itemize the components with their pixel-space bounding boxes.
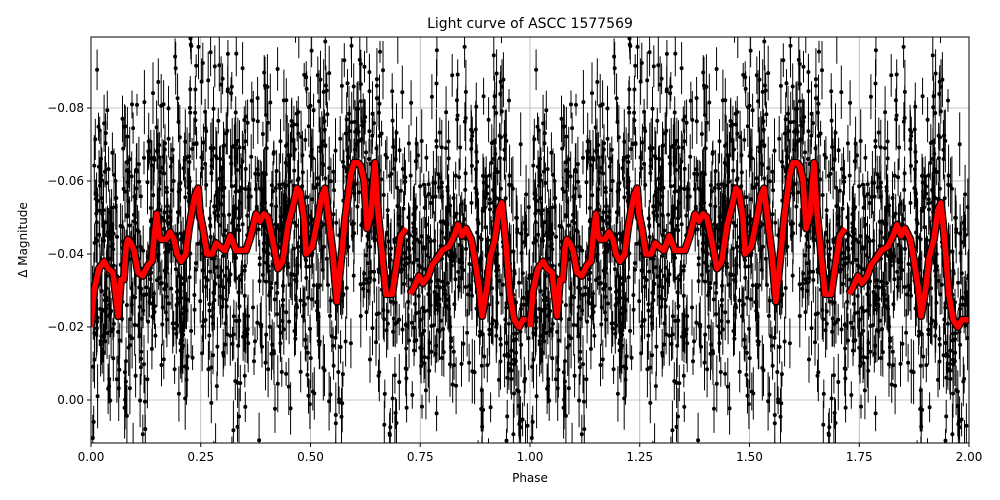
x-tick-label: 0.50 bbox=[297, 450, 324, 464]
binned-curve bbox=[91, 158, 969, 331]
x-axis-label: Phase bbox=[512, 471, 548, 485]
y-axis-ticks: −0.08 −0.06 −0.04 −0.02 0.00 bbox=[47, 101, 91, 407]
y-tick-label: 0.00 bbox=[57, 393, 84, 407]
x-tick-label: 0.00 bbox=[78, 450, 105, 464]
y-tick-label: −0.08 bbox=[47, 101, 84, 115]
chart-title: Light curve of ASCC 1577569 bbox=[427, 16, 633, 32]
x-tick-label: 1.00 bbox=[517, 450, 544, 464]
y-tick-label: −0.02 bbox=[47, 320, 84, 334]
y-tick-label: −0.04 bbox=[47, 247, 84, 261]
y-axis-label: Δ Magnitude bbox=[16, 202, 30, 278]
y-tick-label: −0.06 bbox=[47, 174, 84, 188]
x-axis-ticks: 0.00 0.25 0.50 0.75 1.00 1.25 1.50 1.75 2.00 bbox=[78, 443, 983, 464]
observation-points bbox=[91, 37, 969, 443]
x-tick-label: 1.25 bbox=[626, 450, 653, 464]
plot-area: 0.00 0.25 0.50 0.75 1.00 1.25 1.50 1.75 2.00 −0.… bbox=[47, 36, 983, 464]
x-tick-label: 0.25 bbox=[187, 450, 214, 464]
x-tick-label: 1.50 bbox=[736, 450, 763, 464]
x-tick-label: 1.75 bbox=[846, 450, 873, 464]
x-tick-label: 2.00 bbox=[956, 450, 983, 464]
x-tick-label: 0.75 bbox=[407, 450, 434, 464]
